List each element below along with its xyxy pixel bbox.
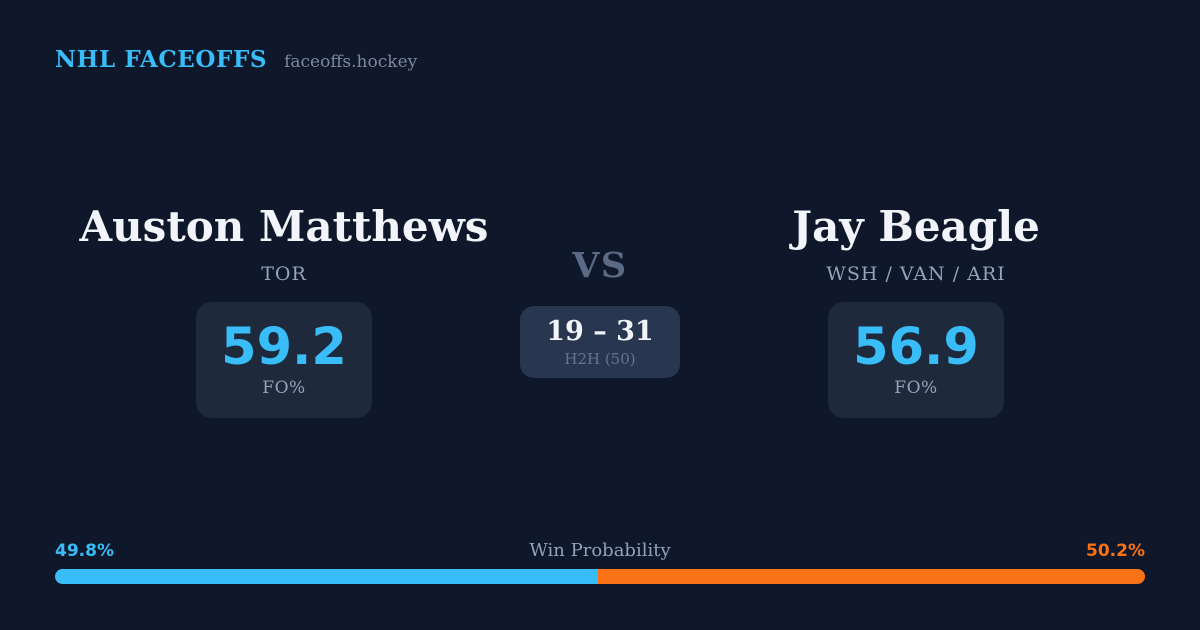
win-probability-section: 49.8% Win Probability 50.2% [55, 540, 1145, 584]
site-url: faceoffs.hockey [284, 52, 418, 72]
player-left-faceoff-label: FO% [262, 377, 306, 398]
player-right: Jay Beagle WSH / VAN / ARI 56.9 FO% [686, 206, 1146, 418]
win-probability-bar [55, 569, 1145, 584]
player-left-faceoff-pct: 59.2 [221, 317, 347, 377]
vs-label: VS [572, 245, 628, 286]
brand-title: NHL FACEOFFS [55, 46, 268, 73]
head-to-head-score: 19 – 31 [546, 315, 654, 347]
win-probability-labels: 49.8% Win Probability 50.2% [55, 540, 1145, 561]
head-to-head-box: 19 – 31 H2H (50) [520, 305, 680, 378]
player-right-name: Jay Beagle [792, 202, 1040, 251]
win-probability-title: Win Probability [529, 540, 671, 561]
win-pct-left: 49.8% [55, 541, 114, 561]
header: NHL FACEOFFS faceoffs.hockey [55, 46, 417, 73]
player-left: Auston Matthews TOR 59.2 FO% [54, 206, 514, 418]
player-left-name: Auston Matthews [79, 202, 489, 251]
matchup-center: VS 19 – 31 H2H (50) [470, 245, 730, 378]
player-right-faceoff-label: FO% [894, 377, 938, 398]
player-left-teams: TOR [261, 263, 307, 285]
player-right-teams: WSH / VAN / ARI [826, 263, 1006, 285]
player-left-faceoff-box: 59.2 FO% [196, 301, 372, 418]
head-to-head-label: H2H (50) [564, 349, 636, 368]
win-bar-left-segment [55, 569, 598, 584]
player-right-faceoff-box: 56.9 FO% [828, 301, 1004, 418]
player-right-faceoff-pct: 56.9 [853, 317, 979, 377]
win-bar-right-segment [597, 569, 1145, 584]
win-pct-right: 50.2% [1086, 541, 1145, 561]
